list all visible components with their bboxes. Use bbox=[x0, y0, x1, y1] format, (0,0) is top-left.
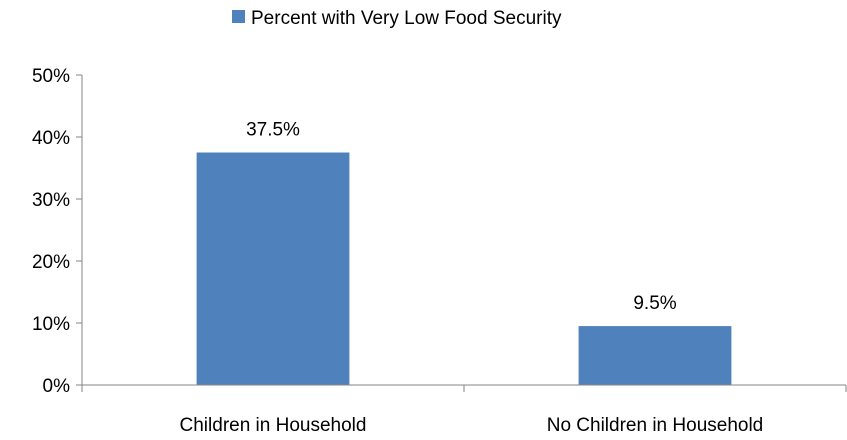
y-tick-label: 0% bbox=[43, 376, 71, 397]
category-label: No Children in Household bbox=[547, 415, 764, 436]
bars bbox=[196, 152, 732, 385]
category-labels: Children in Household No Children in Hous… bbox=[180, 415, 764, 436]
y-axis-ticks: 0% 10% 20% 30% 40% 50% bbox=[32, 66, 82, 397]
legend-label: Percent with Very Low Food Security bbox=[251, 8, 562, 29]
y-tick-label: 10% bbox=[32, 314, 70, 335]
y-tick-label: 40% bbox=[32, 128, 70, 149]
y-tick-label: 30% bbox=[32, 190, 70, 211]
axes bbox=[81, 75, 847, 392]
legend: Percent with Very Low Food Security bbox=[232, 8, 562, 29]
bar bbox=[578, 326, 732, 385]
y-tick-label: 20% bbox=[32, 252, 70, 273]
data-label: 9.5% bbox=[633, 293, 676, 314]
bar bbox=[196, 152, 350, 385]
category-label: Children in Household bbox=[180, 415, 367, 436]
data-labels: 37.5% 9.5% bbox=[246, 120, 677, 315]
data-label: 37.5% bbox=[246, 120, 300, 141]
legend-swatch bbox=[232, 10, 245, 23]
y-tick-label: 50% bbox=[32, 66, 70, 87]
